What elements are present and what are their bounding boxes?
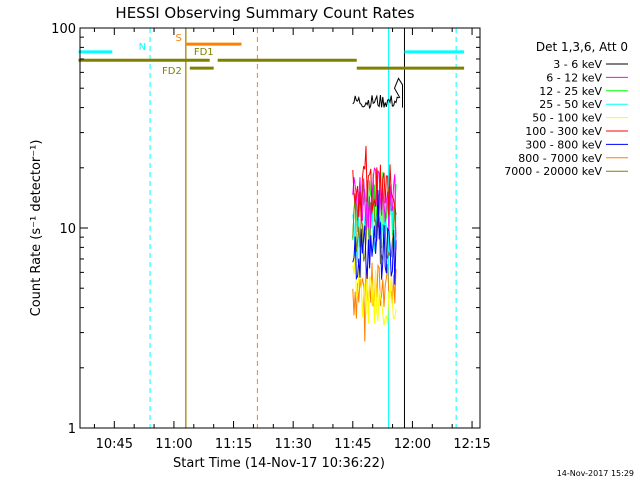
axis-ticks: 10:45 11:00 11:15 11:30 11:45 12:00 12:15 1 10 10… xyxy=(51,22,491,452)
x-tick-label: 10:45 xyxy=(96,437,133,452)
x-tick-label: 11:15 xyxy=(215,437,252,452)
flag-label: FD1 xyxy=(194,47,214,58)
x-tick-label: 11:30 xyxy=(274,437,311,452)
series-line xyxy=(352,189,397,285)
legend-title: Det 1,3,6, Att 0 xyxy=(536,40,628,54)
chart-marks: N S FD1 FD2 xyxy=(78,28,465,428)
x-tick-label: 11:00 xyxy=(155,437,192,452)
y-tick-label: 10 xyxy=(59,222,76,237)
y-tick-label: 100 xyxy=(51,22,76,37)
chart-title: HESSI Observing Summary Count Rates xyxy=(115,4,414,22)
legend-label: 300 - 800 keV xyxy=(525,138,602,151)
x-tick-label: 11:45 xyxy=(334,437,371,452)
legend-label: 3 - 6 keV xyxy=(553,58,602,71)
legend-label: 12 - 25 keV xyxy=(539,85,602,98)
flag-label: S xyxy=(175,33,181,44)
legend-label: 100 - 300 keV xyxy=(525,125,602,138)
plot-frame xyxy=(79,27,481,429)
series-line xyxy=(352,77,403,109)
timestamp: 14-Nov-2017 15:29 xyxy=(557,469,634,478)
y-axis-label: Count Rate (s⁻¹ detector⁻¹) xyxy=(29,140,44,317)
series-line xyxy=(352,231,397,326)
y-tick-label: 1 xyxy=(68,422,76,437)
x-axis-label: Start Time (14-Nov-17 10:36:22) xyxy=(173,456,385,471)
x-tick-label: 12:15 xyxy=(453,437,490,452)
legend-label: 6 - 12 keV xyxy=(546,71,602,84)
legend-label: 800 - 7000 keV xyxy=(518,152,602,165)
x-tick-label: 12:00 xyxy=(394,437,431,452)
legend-label: 7000 - 20000 keV xyxy=(504,165,602,178)
legend-label: 25 - 50 keV xyxy=(539,98,602,111)
flag-label: N xyxy=(139,42,146,53)
legend-label: 50 - 100 keV xyxy=(532,112,602,125)
series-line xyxy=(352,173,397,266)
flag-label: FD2 xyxy=(162,66,182,77)
series-line xyxy=(352,145,397,228)
